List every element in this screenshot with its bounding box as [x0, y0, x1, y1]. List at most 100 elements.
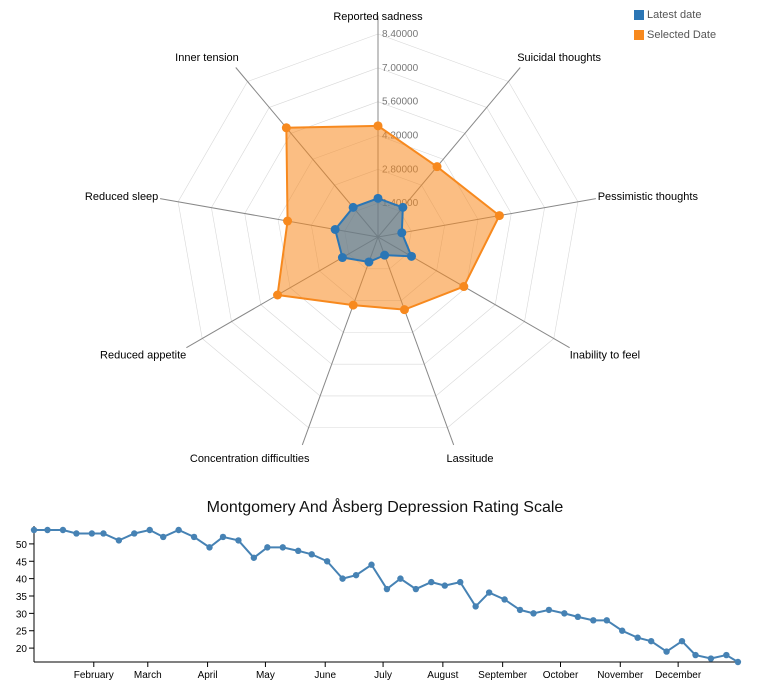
madrs-point[interactable] [30, 526, 38, 534]
x-tick-label: August [427, 670, 458, 681]
madrs-point[interactable] [175, 526, 182, 534]
madrs-point[interactable] [250, 554, 258, 561]
madrs-point[interactable] [339, 575, 346, 582]
radar-axis-labels: Reported sadness Suicidal thoughts Pessimi… [85, 11, 699, 465]
legend-item-selected-date[interactable]: Selected Date [634, 25, 716, 45]
radar-point-selected-date[interactable] [459, 282, 469, 292]
madrs-point[interactable] [295, 547, 302, 555]
madrs-point[interactable] [100, 530, 107, 537]
radar-point-selected-date[interactable] [281, 123, 291, 133]
madrs-point[interactable] [279, 544, 286, 551]
madrs-point[interactable] [603, 617, 610, 624]
madrs-point[interactable] [692, 651, 699, 659]
madrs-point[interactable] [485, 589, 493, 596]
radar-tick-label: 5.60000 [382, 97, 419, 108]
madrs-point[interactable] [88, 530, 96, 537]
madrs-point[interactable] [412, 585, 420, 593]
radar-grid-line [211, 107, 270, 208]
radar-grid-line [377, 67, 487, 108]
madrs-point[interactable] [206, 544, 213, 551]
madrs-point[interactable] [457, 578, 464, 586]
radar-point-selected-date[interactable] [432, 162, 442, 172]
radar-axis-label: Suicidal thoughts [517, 52, 601, 64]
madrs-point[interactable] [190, 533, 198, 541]
x-tick-label: June [314, 670, 336, 681]
madrs-point[interactable] [545, 606, 553, 614]
y-tick-label: 45 [16, 557, 28, 568]
radar-point-selected-date[interactable] [494, 211, 504, 221]
radar-point-selected-date[interactable] [273, 290, 283, 300]
radar-point-latest-date[interactable] [348, 202, 358, 212]
radar-tick-label: 8.40000 [382, 29, 419, 40]
radar-grid-line [202, 338, 309, 428]
radar-point-selected-date[interactable] [283, 216, 293, 226]
radar-point-selected-date[interactable] [348, 300, 358, 310]
radar-point-latest-date[interactable] [364, 257, 374, 267]
radar-grid-line [211, 207, 232, 322]
x-tick-label: April [198, 670, 218, 681]
madrs-point[interactable] [530, 610, 537, 617]
legend-item-latest-date[interactable]: Latest date [634, 5, 716, 25]
radar-grid-line [424, 304, 496, 365]
radar-grid-line [524, 207, 545, 322]
madrs-point[interactable] [707, 655, 715, 662]
radar-axis-label: Reported sadness [333, 11, 423, 23]
radar-point-selected-date[interactable] [373, 121, 383, 131]
madrs-point[interactable] [501, 596, 508, 603]
madrs-point[interactable] [590, 617, 597, 624]
y-tick-label: 20 [16, 644, 28, 655]
madrs-point[interactable] [160, 533, 167, 541]
madrs-point[interactable] [323, 558, 331, 565]
madrs-point[interactable] [59, 526, 67, 534]
madrs-point[interactable] [219, 533, 227, 541]
madrs-point[interactable] [308, 551, 315, 558]
madrs-point[interactable] [131, 530, 138, 537]
madrs-point[interactable] [428, 578, 435, 586]
radar-point-latest-date[interactable] [330, 224, 340, 234]
radar-axis-label: Inner tension [175, 52, 239, 64]
radar-grid-line [553, 201, 579, 339]
legend-label-selected-date: Selected Date [647, 29, 717, 41]
line-chart-title: Montgomery And Åsberg Depression Rating … [207, 497, 564, 516]
line-chart-axes: 20 25 30 35 40 45 50 February March April May June J… [16, 526, 736, 681]
radar-grid-line [494, 213, 512, 305]
radar-grid-line [508, 81, 579, 202]
radar-grid-line [177, 201, 203, 339]
madrs-point[interactable] [619, 627, 626, 634]
x-tick-label: March [134, 670, 162, 681]
madrs-line [34, 528, 739, 663]
radar-series [273, 121, 504, 315]
madrs-point[interactable] [73, 530, 80, 537]
madrs-point[interactable] [723, 651, 730, 659]
madrs-point[interactable] [734, 658, 742, 666]
madrs-point[interactable] [368, 561, 375, 568]
radar-point-latest-date[interactable] [398, 202, 408, 212]
madrs-point[interactable] [115, 537, 123, 544]
madrs-point[interactable] [383, 585, 391, 593]
madrs-point[interactable] [472, 603, 479, 610]
radar-point-selected-date[interactable] [399, 305, 409, 315]
radar-point-latest-date[interactable] [337, 253, 347, 263]
madrs-point[interactable] [44, 526, 51, 534]
madrs-point[interactable] [441, 582, 448, 589]
radar-point-latest-date[interactable] [406, 251, 416, 261]
madrs-point[interactable] [264, 544, 271, 551]
madrs-point[interactable] [397, 575, 404, 582]
madrs-point[interactable] [634, 634, 641, 641]
madrs-point[interactable] [574, 613, 582, 621]
madrs-point[interactable] [561, 610, 568, 617]
madrs-point[interactable] [235, 537, 242, 544]
radar-point-latest-date[interactable] [373, 193, 383, 203]
radar-point-latest-date[interactable] [380, 250, 390, 260]
radar-point-latest-date[interactable] [397, 228, 407, 238]
madrs-point[interactable] [516, 606, 524, 614]
madrs-point[interactable] [663, 648, 670, 655]
radar-grid-line [244, 213, 262, 305]
madrs-point[interactable] [146, 526, 153, 534]
madrs-point[interactable] [647, 637, 655, 645]
radar-axis-label: Concentration difficulties [190, 453, 310, 465]
madrs-point[interactable] [678, 637, 686, 645]
y-tick-label: 30 [16, 609, 28, 620]
madrs-point[interactable] [352, 571, 360, 579]
legend-label-latest-date: Latest date [647, 9, 702, 21]
